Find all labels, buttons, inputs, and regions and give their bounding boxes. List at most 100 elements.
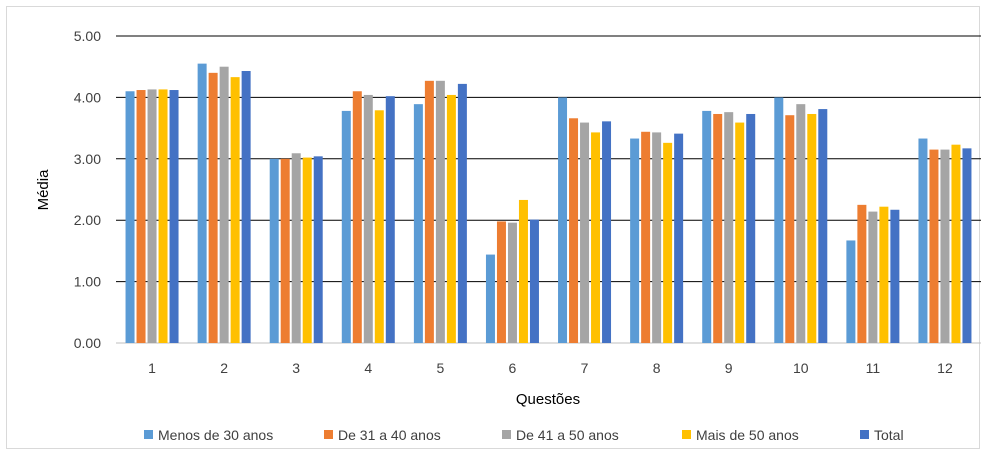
bar [735,122,745,343]
bar-chart: 0.001.002.003.004.005.00 1 2 3 4 5 6 7 8 9 10 11 12… [35,28,981,443]
bar [846,240,856,343]
bar [280,158,290,343]
bar [868,211,878,343]
legend-swatch [324,430,333,439]
bar [663,142,673,343]
bar [529,219,539,343]
bar [785,115,795,344]
bar [446,94,456,343]
bar [890,209,900,343]
bar [929,149,939,343]
x-tick-label: 1 [148,360,156,376]
bar [457,83,467,343]
bar [602,121,612,343]
bar [352,91,362,343]
bar [385,96,395,343]
legend-label: De 31 a 40 anos [338,427,441,443]
bar [485,254,495,343]
x-tick-label: 12 [937,360,953,376]
legend-label: Menos de 30 anos [158,427,273,443]
y-tick-label: 1.00 [74,274,101,290]
bar [518,199,528,343]
bar [818,109,828,343]
bar [724,112,734,343]
bar [363,94,373,343]
bar [158,89,168,343]
x-tick-label: 11 [866,360,881,376]
bar [652,132,662,343]
bar [496,221,506,343]
bar [302,157,312,343]
y-axis-title: Média [35,169,52,211]
x-tick-label: 9 [725,360,733,376]
legend-label: Mais de 50 anos [696,427,799,443]
bar [169,90,179,343]
legend-entry: Mais de 50 anos [682,427,799,443]
grid-lines [116,35,981,344]
bar [507,222,517,343]
x-tick-label: 4 [364,360,372,376]
y-tick-label: 3.00 [74,151,101,167]
x-tick-label: 6 [509,360,517,376]
y-tick-labels: 0.00 1.00 2.00 3.00 4.00 5.00 [74,28,101,351]
bar [630,138,640,343]
y-tick-label: 4.00 [74,89,101,105]
legend-label: De 41 a 50 anos [516,427,619,443]
legend-swatch [502,430,511,439]
x-tick-label: 8 [653,360,661,376]
x-tick-label: 10 [793,360,809,376]
bar [269,158,279,343]
bar [313,156,323,343]
legend-swatch [682,430,691,439]
bar [774,97,784,344]
bar [374,110,384,343]
bar [702,110,712,343]
bar [879,206,889,343]
bar [580,122,590,343]
bar [857,204,867,343]
bar [219,66,229,343]
bar [569,118,579,343]
legend-label: Total [874,427,904,443]
y-tick-label: 2.00 [74,212,101,228]
bar [125,91,135,343]
legend-entry: De 41 a 50 anos [502,427,619,443]
bar [424,80,434,343]
bar [341,110,351,343]
bar [147,89,157,343]
bar [674,133,684,343]
y-tick-label: 5.00 [74,28,101,44]
x-tick-label: 2 [220,360,228,376]
bar [940,149,950,343]
bar [918,138,928,343]
bar [591,132,601,343]
bar [197,63,207,343]
x-tick-label: 5 [436,360,444,376]
bar [558,97,568,344]
x-tick-label: 3 [292,360,300,376]
bar [291,153,301,343]
chart-frame: 0.00 1.00 2.00 3.00 4.00 5.00 1 2 3 4 5 6 7 8 9 10 11 12… [6,6,981,449]
bar [641,131,651,343]
bar [241,71,251,343]
legend-entry: Total [860,427,904,443]
y-tick-label: 0.00 [74,335,101,351]
x-tick-labels: 1 2 3 4 5 6 7 8 9 10 11 12 [148,360,953,376]
legend-swatch [860,430,869,439]
bar [951,144,961,343]
bar [796,104,806,344]
x-axis-title: Questões [516,391,580,408]
legend-swatch [144,430,153,439]
x-tick-label: 7 [581,360,589,376]
bar [136,90,146,343]
bar [230,77,240,343]
legend: Menos de 30 anos De 31 a 40 anos De 41 a 5… [144,427,904,443]
bar [435,80,445,343]
bar [746,113,756,343]
bar [962,148,972,343]
bar [713,113,723,343]
legend-entry: De 31 a 40 anos [324,427,441,443]
bar [807,113,817,343]
bar [413,104,423,344]
bar [208,72,218,343]
